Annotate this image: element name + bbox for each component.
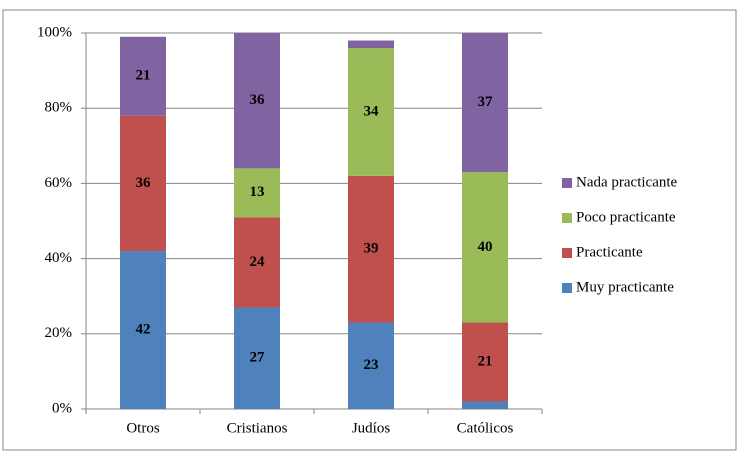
data-label: 27 — [250, 350, 266, 366]
data-label: 37 — [478, 94, 494, 110]
y-tick-label: 80% — [45, 100, 73, 116]
data-label: 42 — [136, 321, 151, 337]
data-label: 34 — [364, 103, 380, 119]
bar-segment — [462, 322, 508, 402]
x-tick-label: Cristianos — [227, 420, 288, 436]
data-label: 36 — [250, 92, 266, 108]
x-tick-label: Judíos — [352, 420, 391, 436]
data-label: 40 — [478, 239, 493, 255]
legend-swatch — [562, 178, 572, 188]
bar-segment — [120, 36, 166, 116]
data-label: 36 — [136, 175, 152, 191]
bar-segment — [234, 168, 280, 218]
legend-swatch — [562, 283, 572, 293]
bar-segment — [234, 307, 280, 409]
y-tick-label: 60% — [45, 175, 73, 191]
bar-segment — [462, 401, 508, 409]
data-label: 21 — [478, 353, 493, 369]
bar-segment — [462, 172, 508, 323]
bar-segment — [462, 33, 508, 173]
legend-swatch — [562, 213, 572, 223]
data-label: 21 — [136, 68, 151, 84]
data-label: 23 — [364, 357, 379, 373]
legend-label: Poco practicante — [576, 209, 676, 225]
bar-segment — [234, 217, 280, 308]
bar-segment — [348, 48, 394, 176]
data-label: 13 — [250, 184, 265, 200]
legend-swatch — [562, 248, 572, 258]
bar-segment — [348, 322, 394, 409]
bar-segment — [348, 175, 394, 323]
bar-segment — [120, 115, 166, 252]
legend-label: Practicante — [576, 244, 643, 260]
y-tick-label: 40% — [45, 250, 73, 266]
y-tick-label: 0% — [52, 400, 72, 416]
y-tick-label: 20% — [45, 325, 73, 341]
x-tick-label: Otros — [126, 420, 159, 436]
bar-segment — [234, 33, 280, 169]
y-tick-label: 100% — [37, 24, 72, 40]
legend-label: Nada practicante — [576, 174, 678, 190]
legend-label: Muy practicante — [576, 279, 674, 295]
data-label: 39 — [364, 241, 379, 257]
bar-segment — [120, 251, 166, 409]
bar-segment — [348, 40, 394, 49]
x-tick-label: Católicos — [457, 420, 514, 436]
data-label: 24 — [250, 254, 266, 270]
